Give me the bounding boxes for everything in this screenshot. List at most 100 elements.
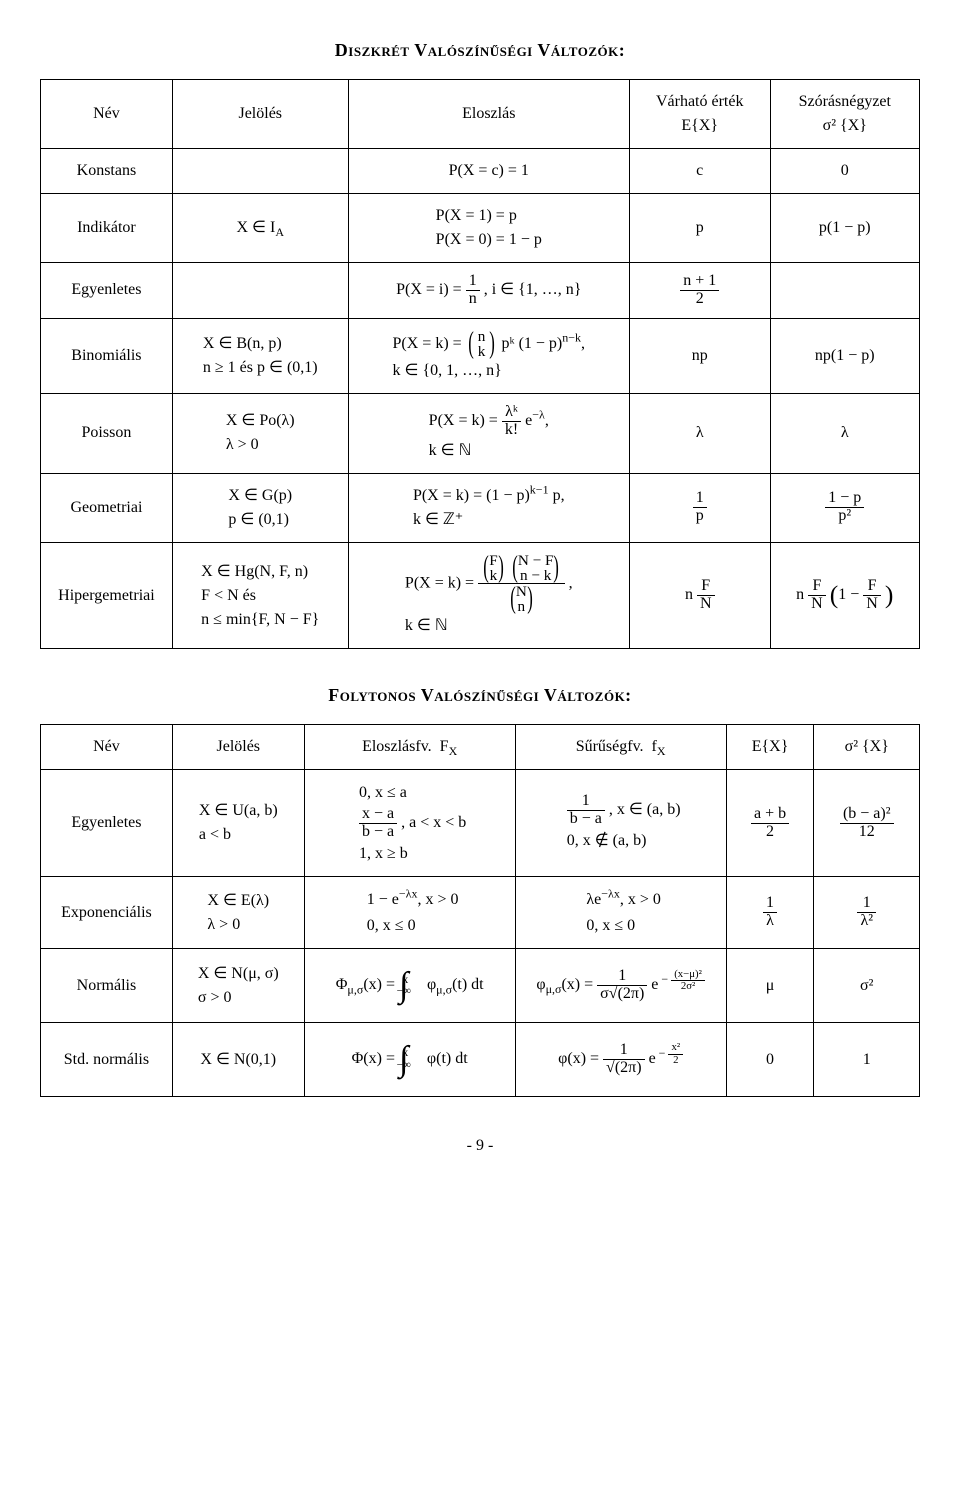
pdf-line: , x > 0 (620, 891, 661, 908)
numerator: x − a (359, 806, 397, 823)
exp: − x² 2 (656, 1046, 683, 1060)
not-line: n ≤ min{F, N − F} (201, 608, 319, 632)
cell-cdf: 1 − e−λx, x > 0 0, x ≤ 0 (304, 877, 515, 949)
hdr-var-sym: σ² {X} (823, 117, 867, 134)
table-row: Poisson X ∈ Po(λ) λ > 0 P(X = k) = λᵏ k!… (41, 394, 920, 474)
hdr-notation: Jelölés (172, 80, 348, 149)
denominator: b − a (567, 810, 605, 828)
binom-top: N − F (518, 553, 554, 568)
hdr-ex-sym: E{X} (681, 117, 718, 134)
dist-post: , (569, 574, 573, 591)
cell-ex: 1 λ (726, 877, 814, 949)
table-row: Egyenletes P(X = i) = 1 n , i ∈ {1, …, n… (41, 263, 920, 319)
dist-line: k ∈ ℕ (429, 439, 549, 463)
exp: −λx (399, 887, 418, 901)
binom-top: F (489, 553, 497, 568)
hdr-ex: Várható érték E{X} (629, 80, 770, 149)
denominator: N (863, 595, 881, 613)
cell-ex: np (629, 318, 770, 393)
numerator: F (863, 578, 881, 595)
fraction: (x−μ)² 2σ² (671, 969, 705, 993)
numerator: x² (668, 1042, 683, 1053)
fraction: F k N − F n − k N n (478, 553, 565, 615)
numerator: 1 (466, 273, 480, 290)
page-number: - 9 - (40, 1137, 920, 1155)
denominator: b − a (359, 823, 397, 841)
fraction: F N (697, 578, 715, 613)
cell-notation (172, 149, 348, 194)
cdf-line: 0, x ≤ 0 (367, 913, 459, 939)
cdf-ins2: (t) dt (452, 976, 484, 993)
cell-ex: 1 p (629, 473, 770, 542)
fraction: 1 σ√(2π) (597, 968, 647, 1003)
binom-bot: n − k (518, 568, 554, 583)
dist-pre: P(X = k) = (429, 412, 502, 429)
ex-pre: n (685, 586, 697, 603)
cell-notation: X ∈ Po(λ) λ > 0 (172, 394, 348, 474)
cdf-line: , x > 0 (418, 891, 459, 908)
cdf-line: 1, x ≥ b (359, 841, 466, 867)
numerator: 1 (857, 895, 876, 912)
cell-var: 0 (770, 149, 919, 194)
cell-notation: X ∈ U(a, b) a < b (172, 770, 304, 877)
fraction: x − a b − a (359, 806, 397, 841)
cell-name: Std. normális (41, 1023, 173, 1097)
discrete-title: Diszkrét Valószínűségi Változók: (40, 40, 920, 61)
var-pre: n (796, 586, 808, 603)
table-row: Normális X ∈ N(μ, σ) σ > 0 Φμ,σ(x) = x −… (41, 949, 920, 1023)
not-line: F < N és (201, 584, 319, 608)
cell-pdf: λe−λx, x > 0 0, x ≤ 0 (515, 877, 726, 949)
exp: −λ (532, 408, 545, 422)
denominator: λ² (857, 912, 876, 930)
binom-coef: N − F n − k (510, 553, 562, 583)
binom-top: N (516, 584, 527, 599)
continuous-title: Folytonos Valószínűségi Változók: (40, 685, 920, 706)
fraction: 1 λ² (857, 895, 876, 930)
dist-line: P(X = k) = (1 − p) (413, 487, 530, 504)
table-row: Indikátor X ∈ IA P(X = 1) = p P(X = 0) =… (41, 194, 920, 263)
numerator: (x−μ)² (671, 969, 705, 980)
dist-line: k ∈ ℤ⁺ (413, 508, 565, 532)
fraction: x² 2 (668, 1042, 683, 1066)
numerator: F (697, 578, 715, 595)
dist-post: , (545, 412, 549, 429)
fraction: λᵏ k! (502, 404, 521, 439)
denominator: 2 (668, 1054, 683, 1066)
numerator: n + 1 (680, 273, 719, 290)
not-line: X ∈ E(λ) (207, 889, 269, 913)
denominator: 2σ² (671, 980, 705, 992)
dist-post: , i ∈ {1, …, n} (484, 281, 582, 298)
dist-mid: pᵏ (1 − p) (502, 334, 563, 351)
cell-name: Indikátor (41, 194, 173, 263)
cell-var: λ (770, 394, 919, 474)
pdf-pre: φ(x) = (558, 1050, 603, 1067)
cdf-mid: (x) = (363, 976, 399, 993)
not-line: X ∈ N(μ, σ) (198, 962, 279, 986)
hdr-name: Név (41, 80, 173, 149)
denominator: p (693, 507, 707, 525)
table-header-row: Név Jelölés Eloszlásfv. FX Sűrűségfv. fX… (41, 725, 920, 770)
denominator: N (808, 595, 826, 613)
dist-pre: P(X = i) = (396, 281, 466, 298)
hdr-var: Szórásnégyzet σ² {X} (770, 80, 919, 149)
fraction: a + b 2 (751, 806, 789, 841)
table-row: Std. normális X ∈ N(0,1) Φ(x) = x −∞ φ(t… (41, 1023, 920, 1097)
sign: − (659, 1046, 666, 1060)
hdr-var: σ² {X} (814, 725, 920, 770)
hdr-name: Név (41, 725, 173, 770)
cdf-ins: φ(t) dt (427, 1050, 468, 1067)
numerator: (b − a)² (840, 806, 894, 823)
exp: n−k (562, 330, 581, 344)
numerator: F k N − F n − k (478, 553, 565, 583)
fraction: 1 √(2π) (603, 1042, 645, 1077)
integral-limits: x −∞ (409, 975, 423, 997)
numerator: F (808, 578, 826, 595)
cell-name: Konstans (41, 149, 173, 194)
binom-coef: n k (466, 329, 498, 359)
fraction: (b − a)² 12 (840, 806, 894, 841)
numerator: a + b (751, 806, 789, 823)
cell-ex: p (629, 194, 770, 263)
denominator: 2 (680, 290, 719, 308)
cell-dist: P(X = 1) = p P(X = 0) = 1 − p (348, 194, 629, 263)
dist-line: k ∈ ℕ (405, 614, 573, 638)
